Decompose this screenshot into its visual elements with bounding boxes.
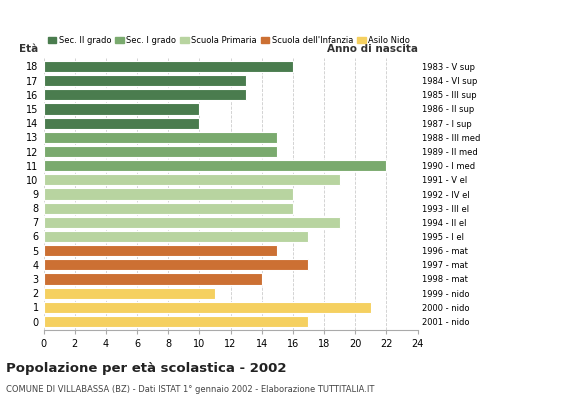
Bar <box>44 231 309 242</box>
Text: Popolazione per età scolastica - 2002: Popolazione per età scolastica - 2002 <box>6 362 287 375</box>
Bar <box>44 274 262 284</box>
Bar <box>44 203 293 214</box>
Bar <box>44 160 386 171</box>
Bar <box>44 316 309 327</box>
Bar <box>44 302 371 313</box>
Bar <box>44 75 246 86</box>
Bar <box>44 245 277 256</box>
Bar <box>44 217 340 228</box>
Bar <box>44 188 293 200</box>
Bar <box>44 174 340 185</box>
Bar <box>44 118 200 129</box>
Bar <box>44 288 215 299</box>
Text: COMUNE DI VILLABASSA (BZ) - Dati ISTAT 1° gennaio 2002 - Elaborazione TUTTITALIA: COMUNE DI VILLABASSA (BZ) - Dati ISTAT 1… <box>6 385 374 394</box>
Text: Anno di nascita: Anno di nascita <box>327 44 418 54</box>
Bar <box>44 259 309 270</box>
Legend: Sec. II grado, Sec. I grado, Scuola Primaria, Scuola dell'Infanzia, Asilo Nido: Sec. II grado, Sec. I grado, Scuola Prim… <box>45 33 414 48</box>
Text: Età: Età <box>19 44 38 54</box>
Bar <box>44 61 293 72</box>
Bar <box>44 104 200 114</box>
Bar <box>44 132 277 143</box>
Bar <box>44 89 246 100</box>
Bar <box>44 146 277 157</box>
